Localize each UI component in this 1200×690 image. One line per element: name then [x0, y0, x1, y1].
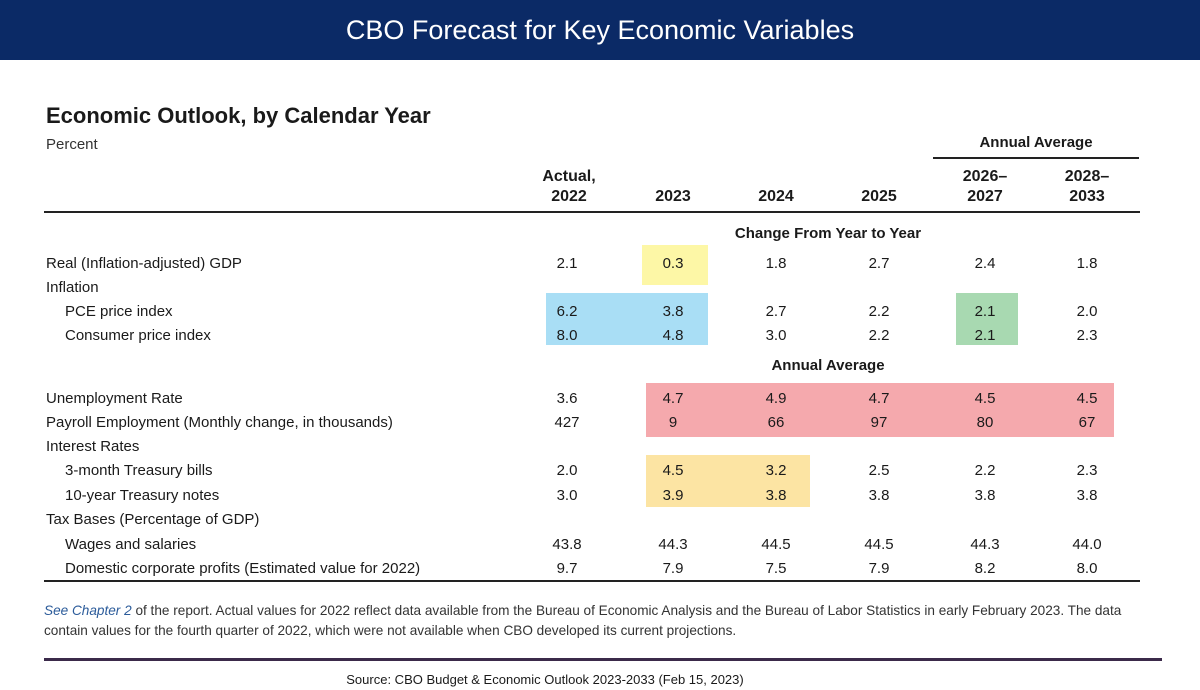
- source-line: Source: CBO Budget & Economic Outlook 20…: [346, 672, 744, 687]
- table-cell: 9: [668, 414, 678, 431]
- table-cell: 1.8: [1076, 255, 1098, 272]
- col-header-actual-2022: Actual, 2022: [542, 168, 596, 205]
- table-cell: 44.0: [1072, 536, 1102, 553]
- table-cell: 3.8: [662, 303, 684, 320]
- row-label: PCE price index: [65, 303, 173, 320]
- table-cell: 3.0: [556, 487, 578, 504]
- table-cell: 2.5: [868, 462, 890, 479]
- table-cell: 4.5: [662, 462, 684, 479]
- table-cell: 8.0: [1076, 560, 1098, 577]
- table-cell: 4.9: [765, 390, 787, 407]
- table-cell: 4.7: [868, 390, 890, 407]
- table-cell: 2.1: [556, 255, 578, 272]
- table-cell: 2.7: [868, 255, 890, 272]
- section-change-year-to-year: Change From Year to Year: [734, 225, 922, 242]
- row-label: Unemployment Rate: [46, 390, 183, 407]
- table-cell: 6.2: [556, 303, 578, 320]
- table-cell: 3.8: [974, 487, 996, 504]
- table-cell: 3.6: [556, 390, 578, 407]
- table-cell: 3.8: [1076, 487, 1098, 504]
- table-cell: 2.4: [974, 255, 996, 272]
- table-cell: 3.2: [765, 462, 787, 479]
- table-cell: 3.8: [765, 487, 787, 504]
- table-cell: 7.5: [765, 560, 787, 577]
- col-header-2023: 2023: [655, 188, 691, 205]
- col-header-2026-2027: 2026– 2027: [962, 168, 1008, 205]
- table-cell: 7.9: [662, 560, 684, 577]
- row-label: Interest Rates: [46, 438, 140, 455]
- table-cell: 427: [554, 414, 580, 431]
- row-label: Payroll Employment (Monthly change, in t…: [46, 414, 393, 431]
- row-label: Consumer price index: [65, 327, 211, 344]
- table-cell: 2.0: [1076, 303, 1098, 320]
- header-rule: [44, 211, 1140, 213]
- row-label: Domestic corporate profits (Estimated va…: [65, 560, 421, 577]
- table-cell: 80: [976, 414, 994, 431]
- table-cell: 8.2: [974, 560, 996, 577]
- table-cell: 3.8: [868, 487, 890, 504]
- table-cell: 9.7: [556, 560, 578, 577]
- table-cell: 3.0: [765, 327, 787, 344]
- table-title: Economic Outlook, by Calendar Year: [46, 103, 431, 128]
- table-cell: 0.3: [662, 255, 684, 272]
- bottom-rule: [44, 658, 1162, 661]
- banner-title: CBO Forecast for Key Economic Variables: [0, 0, 1200, 60]
- table-cell: 2.1: [974, 303, 996, 320]
- col-header-2025: 2025: [861, 188, 897, 205]
- col-header-2028-2033: 2028– 2033: [1064, 168, 1110, 205]
- col-header-2024: 2024: [758, 188, 794, 205]
- table-cell: 44.3: [970, 536, 1000, 553]
- table-subtitle: Percent: [46, 136, 98, 153]
- table-cell: 97: [870, 414, 888, 431]
- row-label: Inflation: [46, 279, 99, 296]
- table-cell: 1.8: [765, 255, 787, 272]
- highlight-green-inflation-2026: [956, 293, 1018, 345]
- footnote: See Chapter 2 of the report. Actual valu…: [44, 601, 1124, 641]
- annual-average-group-header: Annual Average: [979, 134, 1093, 151]
- section-annual-average: Annual Average: [771, 357, 885, 374]
- table-cell: 4.8: [662, 327, 684, 344]
- annual-average-rule: [933, 157, 1139, 159]
- table-cell: 4.7: [662, 390, 684, 407]
- chapter-link[interactable]: See Chapter 2: [44, 603, 132, 618]
- row-label: 10-year Treasury notes: [65, 487, 220, 504]
- table-cell: 2.1: [974, 327, 996, 344]
- table-cell: 2.0: [556, 462, 578, 479]
- row-label: Real (Inflation-adjusted) GDP: [46, 255, 242, 272]
- footnote-text: of the report. Actual values for 2022 re…: [44, 603, 1122, 638]
- table-cell: 44.5: [864, 536, 894, 553]
- table-cell: 4.5: [1076, 390, 1098, 407]
- table-cell: 2.3: [1076, 462, 1098, 479]
- table-cell: 8.0: [556, 327, 578, 344]
- row-label: Tax Bases (Percentage of GDP): [46, 511, 260, 528]
- table-cell: 44.5: [761, 536, 791, 553]
- highlight-blue-inflation: [546, 293, 708, 345]
- table-cell: 7.9: [868, 560, 890, 577]
- table-cell: 2.2: [974, 462, 996, 479]
- table-bottom-rule: [44, 580, 1140, 582]
- table-cell: 43.8: [552, 536, 582, 553]
- highlight-orange-treasury: [646, 455, 810, 507]
- table-cell: 3.9: [662, 487, 684, 504]
- row-label: 3-month Treasury bills: [65, 462, 213, 479]
- highlight-red-employment: [646, 383, 1114, 437]
- table-cell: 67: [1078, 414, 1096, 431]
- row-label: Wages and salaries: [65, 536, 197, 553]
- table-cell: 2.2: [868, 303, 890, 320]
- table-cell: 66: [767, 414, 785, 431]
- table-cell: 4.5: [974, 390, 996, 407]
- table-cell: 44.3: [658, 536, 688, 553]
- table-cell: 2.2: [868, 327, 890, 344]
- highlight-yellow-gdp-2023: [642, 245, 708, 285]
- table-cell: 2.7: [765, 303, 787, 320]
- table-cell: 2.3: [1076, 327, 1098, 344]
